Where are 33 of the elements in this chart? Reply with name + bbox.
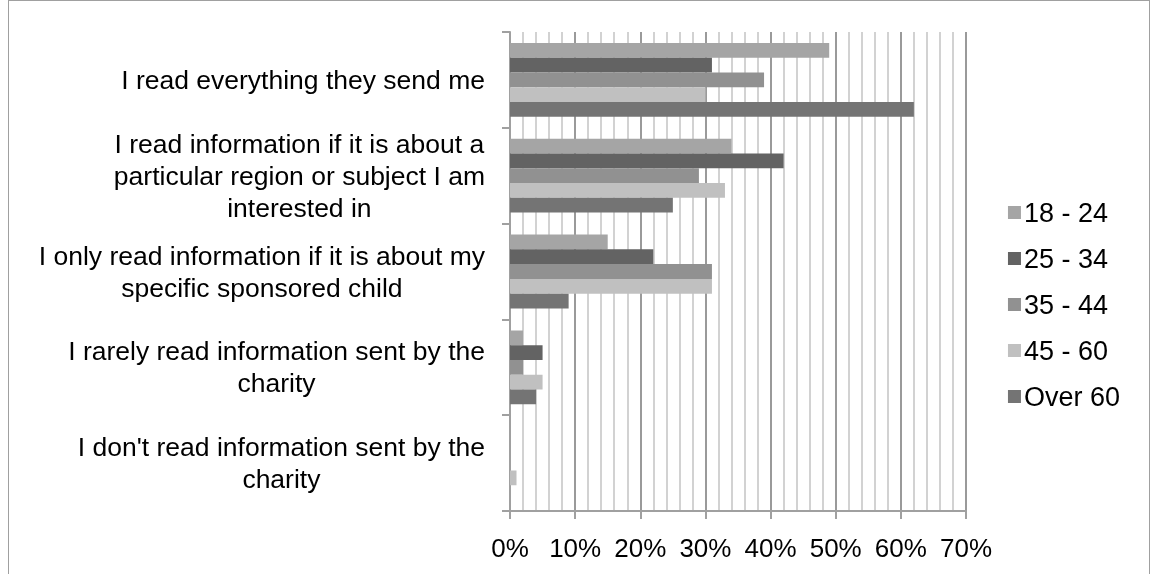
bar (510, 183, 725, 198)
x-tick-label: 10% (549, 533, 602, 563)
legend-label: Over 60 (1023, 381, 1120, 412)
y-tick-label: I read everything they send me (121, 64, 486, 95)
y-tick-label: I read information if it is about a particular region or subject I am interested in (113, 128, 485, 223)
y-tick-label: I rarely read information sent by the charity (68, 336, 486, 399)
bar (510, 374, 543, 390)
x-tick-label: 60% (874, 533, 927, 563)
bar (510, 57, 712, 73)
y-tick-label: I don't read information sent by the charity (77, 432, 485, 495)
legend-label: 35 - 44 (1023, 289, 1109, 320)
bar (510, 470, 517, 486)
bar (510, 102, 914, 117)
bar (510, 249, 654, 265)
legend-label: 18 - 24 (1023, 197, 1109, 228)
y-tick-label: I only read information if it is about my specific sponsored child (38, 240, 486, 303)
bar (510, 87, 706, 103)
bar (510, 345, 543, 360)
bar (510, 293, 569, 309)
bar (510, 153, 784, 169)
bar (510, 278, 712, 294)
x-tick-label: 40% (744, 533, 797, 563)
x-tick-label: 50% (809, 533, 862, 563)
bar (510, 389, 537, 405)
x-tick-label: 0% (491, 533, 529, 563)
bar (510, 359, 524, 375)
legend-label: 25 - 34 (1023, 243, 1109, 274)
bar (510, 168, 699, 184)
bar (510, 197, 673, 213)
x-tick-label: 70% (939, 533, 993, 563)
legend-label: 45 - 60 (1023, 335, 1109, 366)
x-tick-label: 30% (679, 533, 732, 563)
x-tick-label: 20% (614, 533, 667, 563)
